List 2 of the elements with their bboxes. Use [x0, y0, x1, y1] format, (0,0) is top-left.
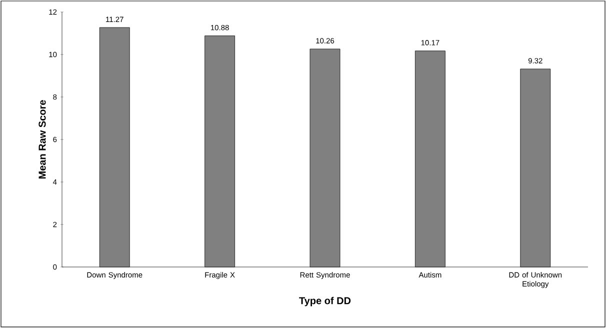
x-axis-title: Type of DD: [299, 296, 351, 306]
y-axis-title: Mean Raw Score: [38, 100, 46, 179]
